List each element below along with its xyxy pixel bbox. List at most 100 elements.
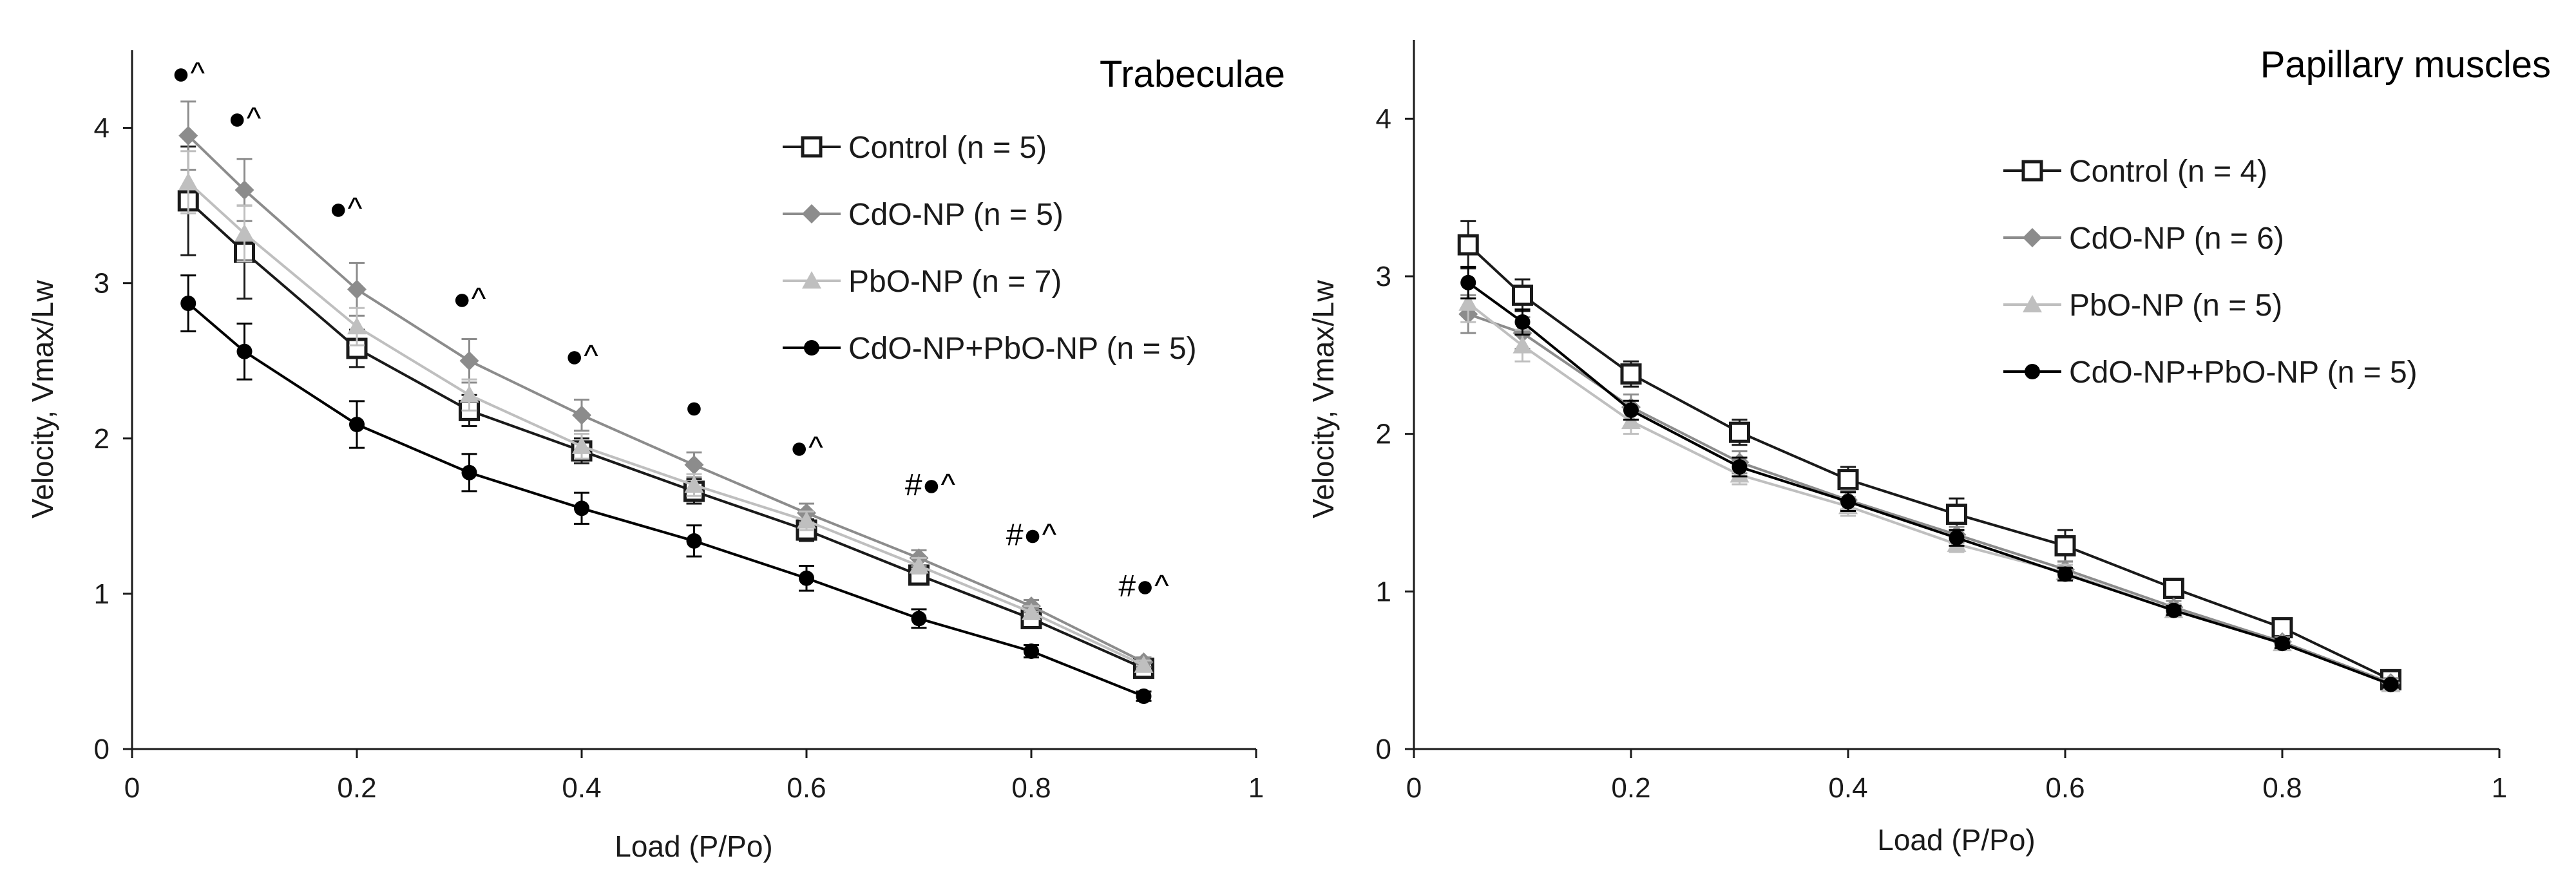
legend-label: PbO-NP (n = 5) <box>2069 289 2282 323</box>
x-axis-label: Load (P/Po) <box>615 830 772 863</box>
legend: Control (n = 5) CdO-NP (n = 5) PbO-NP (n =… <box>783 131 1197 366</box>
data-point <box>1620 363 1642 385</box>
data-point <box>1949 530 1965 546</box>
legend-label: CdO-NP+PbO-NP (n = 5) <box>2069 356 2418 390</box>
data-point <box>347 317 367 335</box>
data-point <box>178 126 198 146</box>
data-point <box>1837 469 1859 491</box>
series-2 <box>1458 294 2401 693</box>
data-point <box>572 436 591 454</box>
data-point <box>1946 503 1967 525</box>
y-tick-label: 4 <box>94 113 110 144</box>
data-point <box>1024 643 1039 660</box>
data-point <box>909 556 929 574</box>
x-tick-label: 0.4 <box>1828 772 1867 804</box>
legend-marker <box>801 136 823 158</box>
data-point <box>911 611 927 627</box>
series-3 <box>178 150 1154 673</box>
y-tick-label: 3 <box>94 268 110 299</box>
significance-annotation: #●^ <box>1006 518 1057 552</box>
x-tick-label: 0.4 <box>562 772 601 804</box>
significance-annotation: ●^ <box>453 282 486 316</box>
data-point <box>1512 336 1532 354</box>
data-point <box>1136 688 1152 705</box>
series-2 <box>178 100 1154 672</box>
series-line <box>1467 312 2392 685</box>
y-tick-label: 4 <box>1376 103 1391 135</box>
x-tick-label: 1 <box>1248 772 1264 804</box>
legend-label: CdO-NP (n = 5) <box>848 198 1064 232</box>
data-point <box>1732 459 1748 475</box>
x-tick-label: 0.6 <box>787 772 826 804</box>
chart-panel-1: 0 1 2 3 4 0 0.2 0.4 0.6 0.8 1 Load (P/Po) Velocity, … <box>26 50 1285 863</box>
y-tick-label: 1 <box>94 578 110 610</box>
significance-annotation: ●^ <box>565 339 598 374</box>
data-point <box>459 385 479 403</box>
significance-annotation: ●^ <box>228 102 262 136</box>
data-point <box>236 343 253 359</box>
y-tick-label: 0 <box>1376 734 1391 765</box>
data-point <box>1840 493 1856 509</box>
legend-marker <box>2021 160 2043 182</box>
significance-annotation: #●^ <box>1118 569 1169 603</box>
series-line <box>187 135 1145 663</box>
data-point <box>2383 676 2399 692</box>
significance-annotation: ●^ <box>790 431 823 465</box>
x-tick-label: 1 <box>2492 772 2507 804</box>
data-point <box>1457 234 1479 256</box>
legend-marker <box>2025 364 2040 379</box>
data-point <box>349 417 365 433</box>
data-point <box>799 570 814 586</box>
chart-title: Papillary muscles <box>2260 44 2551 86</box>
series-line <box>1467 281 2392 686</box>
y-axis-label: Velocity, Vmax/Lw <box>26 280 59 518</box>
series-4 <box>180 274 1152 705</box>
data-point <box>1134 655 1154 673</box>
data-point <box>180 296 196 312</box>
data-point <box>234 223 254 242</box>
legend-label: PbO-NP (n = 7) <box>848 265 1062 299</box>
x-tick-label: 0.6 <box>2045 772 2085 804</box>
data-point <box>2057 566 2073 582</box>
y-tick-label: 3 <box>1376 261 1391 292</box>
data-point <box>2166 602 2182 618</box>
data-point <box>684 455 704 475</box>
legend-marker <box>2023 295 2042 312</box>
data-point <box>2163 577 2184 599</box>
legend-marker <box>804 340 819 356</box>
series-4 <box>1460 265 2399 692</box>
data-point <box>1460 274 1476 290</box>
legend-marker <box>802 204 821 223</box>
legend-label: CdO-NP (n = 6) <box>2069 222 2284 256</box>
y-tick-label: 2 <box>1376 419 1391 450</box>
data-point <box>234 180 254 200</box>
x-tick-label: 0 <box>124 772 140 804</box>
y-axis-label: Velocity, Vmax/Lw <box>1306 280 1340 518</box>
legend-label: Control (n = 5) <box>848 131 1047 165</box>
y-tick-label: 1 <box>1376 576 1391 607</box>
data-point <box>178 172 198 190</box>
series-1 <box>1457 220 2401 690</box>
series-line <box>187 302 1145 698</box>
data-point <box>684 475 704 493</box>
significance-annotation: #●^ <box>905 468 956 502</box>
chart-title: Trabeculae <box>1100 53 1285 95</box>
y-tick-label: 2 <box>94 423 110 455</box>
chart-panel-2: 0 1 2 3 4 0 0.2 0.4 0.6 0.8 1 Load (P/Po) Velocity, … <box>1306 40 2551 857</box>
data-point <box>1623 402 1639 418</box>
data-point <box>347 280 367 299</box>
y-tick-label: 0 <box>94 734 110 765</box>
x-tick-label: 0.2 <box>337 772 376 804</box>
legend-marker <box>2023 228 2042 247</box>
significance-annotation: ●^ <box>329 192 363 226</box>
data-point <box>572 405 591 425</box>
significance-annotation: ● <box>685 391 703 425</box>
data-point <box>686 533 702 549</box>
data-point <box>2275 636 2290 652</box>
data-point <box>1729 421 1750 443</box>
significance-annotation: ●^ <box>171 57 205 91</box>
x-tick-label: 0.8 <box>2262 772 2302 804</box>
x-tick-label: 0.8 <box>1011 772 1051 804</box>
legend-label: CdO-NP+PbO-NP (n = 5) <box>848 332 1197 366</box>
